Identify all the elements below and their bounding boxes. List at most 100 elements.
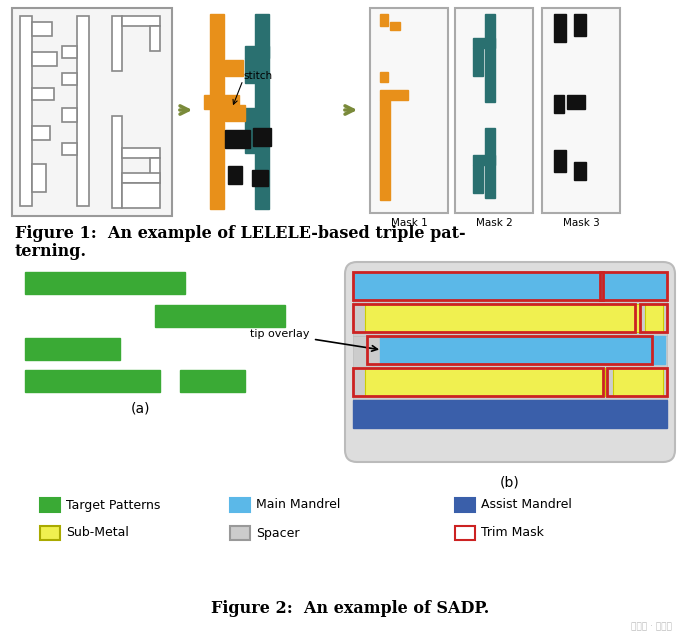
Bar (228, 166, 242, 184)
Bar (25, 338, 120, 360)
Bar (150, 158, 160, 183)
Bar (62, 46, 77, 58)
Bar (252, 170, 268, 186)
Bar (32, 164, 46, 192)
Bar (245, 118, 255, 153)
Text: 公众号 · 新智元: 公众号 · 新智元 (631, 622, 672, 631)
Bar (245, 58, 255, 83)
Text: Trim Mask: Trim Mask (481, 526, 544, 540)
Bar (645, 304, 663, 332)
Bar (554, 150, 566, 172)
Text: (b): (b) (500, 475, 520, 489)
Bar (225, 105, 245, 121)
Bar (122, 183, 160, 208)
Text: Main Mandrel: Main Mandrel (256, 499, 340, 512)
Bar (32, 52, 57, 66)
Bar (230, 526, 250, 540)
Text: Spacer: Spacer (256, 526, 300, 540)
Bar (225, 60, 243, 76)
Bar (473, 165, 483, 193)
Bar (40, 498, 60, 512)
Bar (380, 14, 388, 26)
Text: Sub-Metal: Sub-Metal (66, 526, 129, 540)
Bar (112, 116, 122, 208)
Text: tip overlay: tip overlay (251, 329, 377, 351)
Text: (a): (a) (130, 402, 150, 416)
Bar (25, 370, 160, 392)
Bar (574, 162, 586, 180)
Bar (353, 368, 667, 400)
Bar (640, 304, 667, 332)
Bar (32, 126, 50, 140)
Bar (122, 148, 160, 158)
Bar (62, 73, 77, 85)
Bar (365, 304, 640, 332)
Text: Assist Mandrel: Assist Mandrel (481, 499, 572, 512)
Bar (390, 22, 400, 30)
Text: Target Patterns: Target Patterns (66, 499, 160, 512)
Bar (25, 272, 185, 294)
Bar (473, 38, 495, 48)
Bar (473, 48, 483, 76)
Bar (245, 108, 265, 118)
Bar (370, 8, 448, 213)
Bar (122, 173, 160, 183)
Bar (365, 368, 605, 396)
Bar (32, 88, 54, 100)
Text: Figure 1:  An example of LELELE-based triple pat-: Figure 1: An example of LELELE-based tri… (15, 225, 466, 242)
Bar (12, 8, 172, 216)
Bar (62, 108, 77, 122)
Bar (150, 26, 160, 51)
Bar (353, 304, 635, 332)
Bar (225, 130, 250, 148)
Bar (600, 272, 667, 300)
Bar (20, 16, 32, 206)
Bar (155, 305, 285, 327)
Bar (380, 90, 408, 100)
Bar (485, 128, 495, 198)
Bar (253, 128, 271, 146)
Bar (567, 95, 585, 109)
Bar (255, 14, 269, 209)
Bar (353, 368, 603, 396)
Bar (380, 336, 665, 364)
Bar (353, 272, 667, 304)
Bar (353, 400, 667, 428)
Bar (554, 95, 564, 113)
Bar (112, 16, 122, 71)
Bar (353, 272, 667, 300)
Bar (607, 368, 667, 396)
Bar (455, 8, 533, 213)
Bar (245, 46, 269, 58)
Bar (353, 336, 667, 368)
Bar (554, 14, 566, 42)
Text: Mask 3: Mask 3 (563, 218, 599, 228)
Text: terning.: terning. (15, 243, 87, 260)
Bar (204, 95, 239, 109)
Bar (245, 130, 265, 140)
Bar (180, 370, 245, 392)
Bar (353, 272, 603, 300)
Bar (122, 16, 160, 26)
Bar (613, 368, 663, 396)
Bar (455, 498, 475, 512)
Bar (353, 304, 667, 336)
Bar (473, 155, 495, 165)
Text: Mask 2: Mask 2 (475, 218, 512, 228)
Text: Figure 2:  An example of SADP.: Figure 2: An example of SADP. (211, 600, 489, 617)
Bar (230, 498, 250, 512)
Bar (485, 14, 495, 102)
Bar (455, 526, 475, 540)
Bar (380, 72, 388, 82)
Bar (367, 336, 652, 364)
FancyBboxPatch shape (345, 262, 675, 462)
Bar (542, 8, 620, 213)
Bar (62, 143, 77, 155)
Bar (574, 14, 586, 36)
Bar (77, 16, 89, 206)
Bar (380, 100, 390, 200)
Bar (40, 526, 60, 540)
Text: Mask 1: Mask 1 (391, 218, 428, 228)
Bar (210, 14, 224, 209)
Text: stitch: stitch (243, 71, 272, 81)
